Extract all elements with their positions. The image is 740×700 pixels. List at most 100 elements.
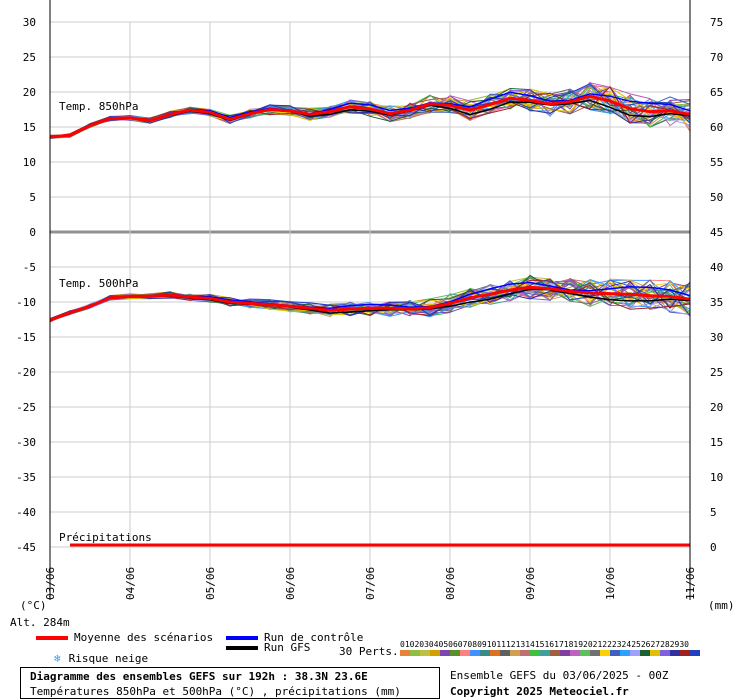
copyright: Copyright 2025 Meteociel.fr [450,685,629,698]
perturbation-swatch-07 [460,650,470,656]
perturbation-swatch-08 [470,650,480,656]
perturbation-swatch-22 [610,650,620,656]
diagram-subtitle: Températures 850hPa et 500hPa (°C) , pré… [30,685,401,698]
x-tick-label: 04/06 [124,567,137,600]
right-tick-label: 60 [710,121,723,134]
diagram-title: Diagramme des ensembles GEFS sur 192h : … [30,670,368,683]
right-tick-label: 50 [710,191,723,204]
right-tick-label: 65 [710,86,723,99]
mean-line-t850 [49,94,691,139]
mean-line-t500 [49,285,691,322]
perturbation-swatch-12 [510,650,520,656]
left-tick-label: -10 [16,296,36,309]
perturbation-swatch-26 [650,650,660,656]
perturbations-label: 30 Perts. [339,645,399,658]
perturbation-swatch-10 [490,650,500,656]
perturbation-swatch-05 [440,650,450,656]
perturbation-swatch-18 [570,650,580,656]
left-tick-label: -20 [16,366,36,379]
perturbation-swatch-27 [660,650,670,656]
x-tick-label: 05/06 [204,567,217,600]
perturbation-swatch-06 [450,650,460,656]
perturbation-swatch-16 [550,650,560,656]
right-tick-label: 15 [710,436,723,449]
right-tick-label: 10 [710,471,723,484]
altitude-label: Alt. 284m [10,616,70,629]
run-info: Ensemble GEFS du 03/06/2025 - 00Z [450,669,669,682]
right-tick-label: 55 [710,156,723,169]
right-tick-label: 75 [710,16,723,29]
legend-mean-swatch [36,636,68,640]
left-tick-label: -40 [16,506,36,519]
left-tick-label: 5 [29,191,36,204]
perturbation-swatch-13 [520,650,530,656]
perturbation-swatch-21 [600,650,610,656]
left-tick-label: -35 [16,471,36,484]
info-box: Diagramme des ensembles GEFS sur 192h : … [20,667,440,699]
left-tick-label: 20 [23,86,36,99]
right-tick-label: 40 [710,261,723,274]
left-tick-label: -25 [16,401,36,414]
perturbation-swatch-20 [590,650,600,656]
perturbation-swatch-23 [620,650,630,656]
perturbation-swatch-19 [580,650,590,656]
perturbation-swatch-11 [500,650,510,656]
snowflake-icon: ❄ [54,652,61,665]
x-tick-label: 09/06 [524,567,537,600]
x-tick-label: 07/06 [364,567,377,600]
perturbation-swatches [400,650,700,656]
left-tick-label: 10 [23,156,36,169]
left-tick-label: -45 [16,541,36,554]
left-tick-label: 0 [29,226,36,239]
legend-control-label: Run de contrôle [264,631,364,644]
main-series-lines [49,91,691,547]
legend-snow: ❄ Risque neige [54,652,148,665]
perturbation-swatch-17 [560,650,570,656]
x-tick-label: 10/06 [604,567,617,600]
x-tick-label: 08/06 [444,567,457,600]
legend-control: Run de contrôle [226,631,363,644]
right-axis-unit: (mm) [708,599,735,612]
left-tick-label: 15 [23,121,36,134]
label-500hpa: Temp. 500hPa [59,277,138,290]
legend-gfs-swatch [226,646,258,650]
left-tick-label: 30 [23,16,36,29]
right-tick-label: 20 [710,401,723,414]
legend-snow-label: Risque neige [68,652,149,665]
perturbation-swatch-14 [530,650,540,656]
left-tick-label: -5 [23,261,36,274]
right-tick-label: 25 [710,366,723,379]
perturbation-swatch-28 [670,650,680,656]
perturbation-line [49,274,691,320]
right-tick-label: 5 [710,506,717,519]
right-tick-label: 30 [710,331,723,344]
perturbation-swatch-30 [690,650,700,656]
label-precipitations: Précipitations [59,531,152,544]
perturbation-swatch-09 [480,650,490,656]
right-tick-label: 70 [710,51,723,64]
right-tick-label: 35 [710,296,723,309]
right-tick-label: 45 [710,226,723,239]
left-tick-label: -30 [16,436,36,449]
perturbation-swatch-25 [640,650,650,656]
legend-mean-label: Moyenne des scénarios [74,631,214,644]
legend-mean: Moyenne des scénarios [36,631,213,644]
perturbation-swatch-24 [630,650,640,656]
perturbation-swatch-01 [400,650,410,656]
legend-control-swatch [226,636,258,640]
right-tick-label: 0 [710,541,717,554]
x-tick-label: 06/06 [284,567,297,600]
left-tick-label: 25 [23,51,36,64]
perturbation-swatch-15 [540,650,550,656]
perturbation-ids: 0102030405060708091011121314151617181920… [400,640,689,649]
label-850hpa: Temp. 850hPa [59,100,138,113]
perturbation-swatch-29 [680,650,690,656]
perturbation-swatch-02 [410,650,420,656]
perturbation-swatch-04 [430,650,440,656]
left-axis-unit: (°C) [20,599,47,612]
legend-gfs: Run GFS [226,641,310,654]
perturbation-swatch-03 [420,650,430,656]
legend-gfs-label: Run GFS [264,641,311,654]
